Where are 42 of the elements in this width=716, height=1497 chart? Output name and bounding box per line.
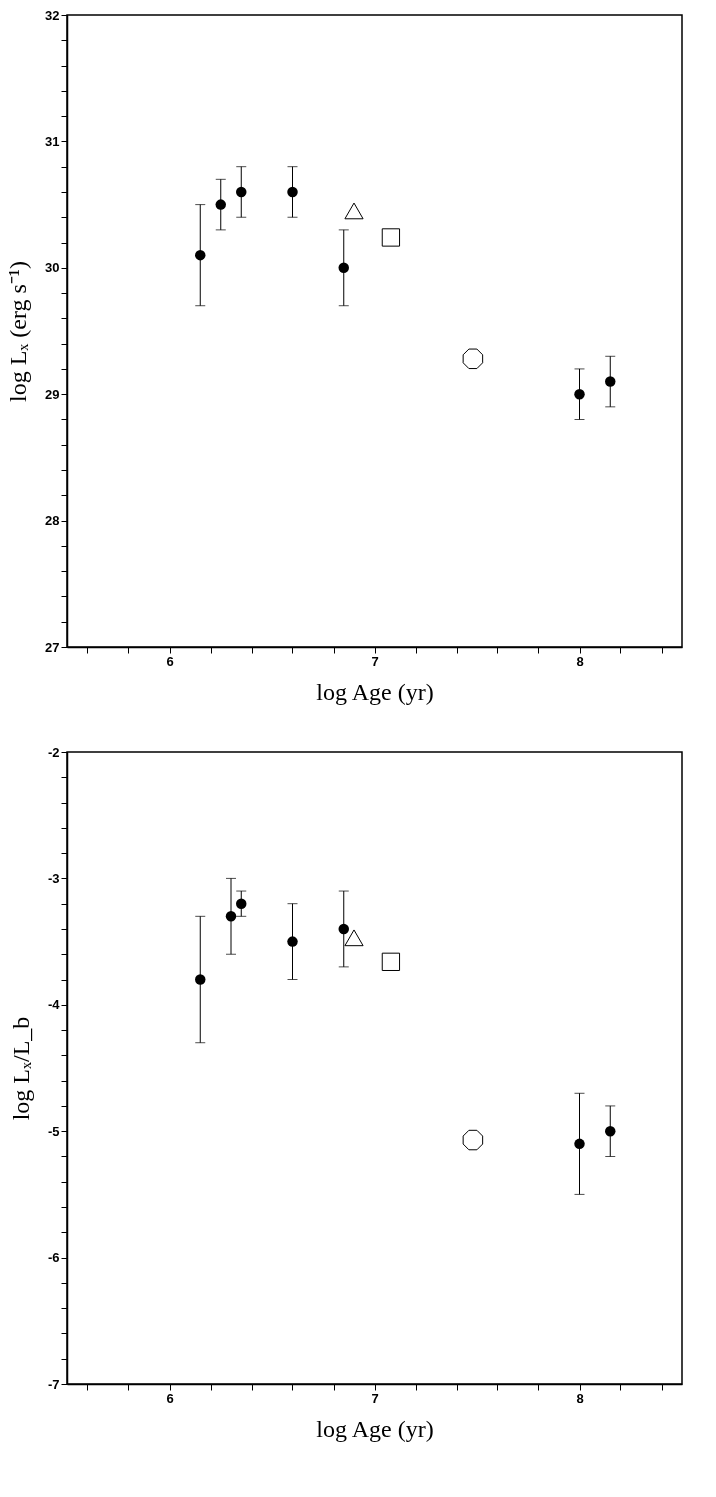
x-tick-label: 6 [166, 653, 174, 669]
point [195, 249, 206, 261]
y-axis-title: log Lₓ/L_b [7, 1016, 34, 1121]
point [338, 262, 349, 274]
point [574, 1138, 585, 1150]
y-axis-title: log Lₓ (erg s⁻¹) [5, 260, 32, 403]
x-tick-label: 8 [576, 1390, 584, 1406]
y-tick-label: 31 [45, 133, 60, 149]
y-tick-label: 32 [45, 7, 60, 23]
point [381, 228, 401, 247]
y-tick-label: 29 [45, 386, 60, 402]
y-tick-label: -6 [47, 1250, 60, 1266]
y-tick-label: -2 [47, 744, 60, 760]
point [462, 348, 484, 370]
x-axis-title: log Age (yr) [316, 1415, 434, 1442]
point [287, 186, 298, 198]
point [195, 974, 206, 985]
x-tick-label: 7 [371, 653, 379, 669]
point [236, 186, 247, 198]
y-tick-label: -5 [47, 1123, 60, 1139]
point [344, 929, 364, 947]
x-tick-label: 6 [166, 1390, 174, 1406]
y-tick-label: -4 [47, 997, 61, 1013]
point [605, 1125, 616, 1137]
point [225, 911, 237, 922]
point [462, 1129, 484, 1151]
y-tick-label: -3 [47, 870, 60, 886]
point [381, 952, 401, 971]
y-tick-label: -7 [47, 1376, 60, 1392]
x-tick-label: 7 [371, 1390, 379, 1406]
y-tick-label: 28 [45, 513, 60, 529]
point [215, 199, 226, 210]
x-tick-label: 8 [576, 653, 584, 669]
point [287, 936, 298, 947]
point [344, 202, 364, 220]
point [338, 923, 349, 935]
x-axis-title: log Age (yr) [316, 678, 434, 705]
point [236, 898, 247, 909]
point [574, 388, 585, 400]
y-tick-label: 27 [45, 639, 60, 655]
y-tick-label: 30 [45, 260, 60, 276]
point [605, 376, 616, 387]
